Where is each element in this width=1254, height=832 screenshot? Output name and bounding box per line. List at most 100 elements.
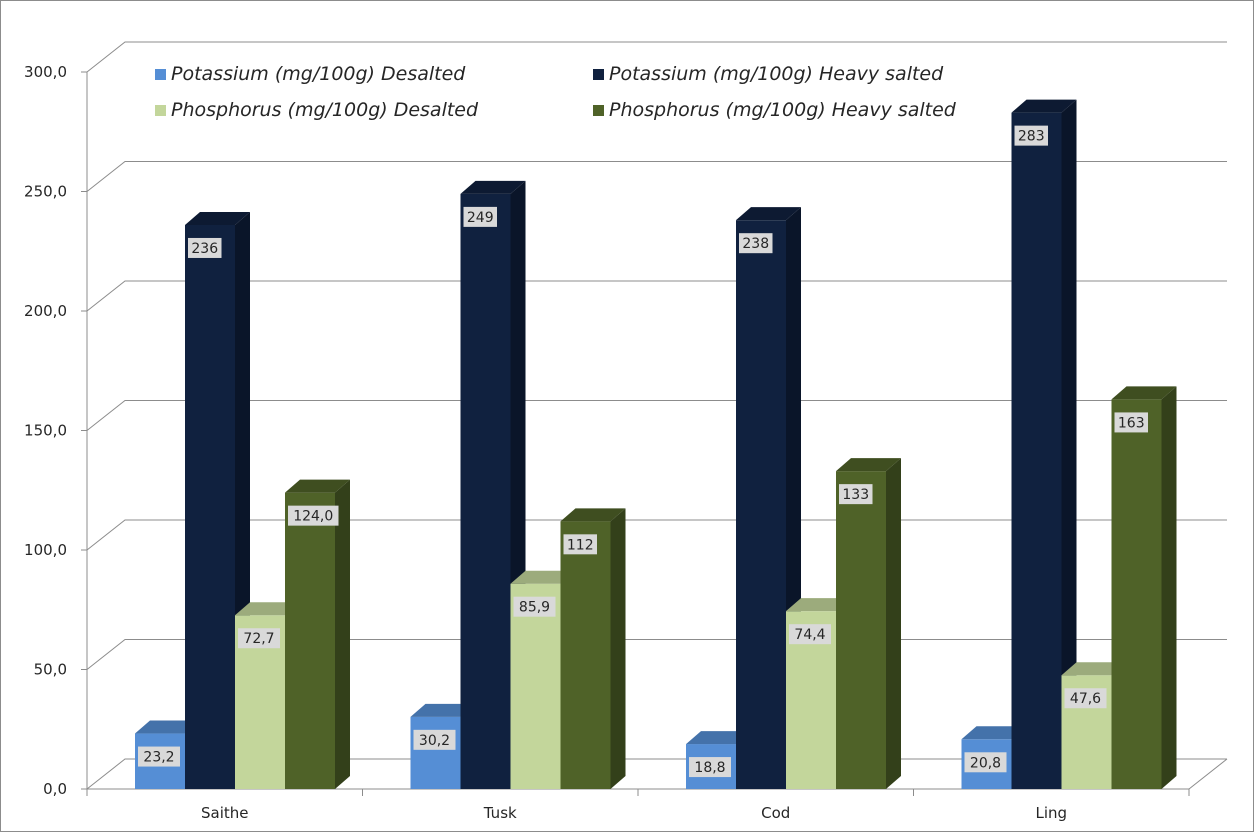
bar-top — [185, 211, 250, 225]
bar-front — [736, 220, 786, 789]
data-label: 72,7 — [243, 631, 274, 647]
bar-front — [1011, 112, 1062, 789]
bar-front — [460, 193, 511, 789]
bar-top — [510, 570, 576, 584]
y-tick-label: 200,0 — [24, 302, 67, 320]
bar-side — [1161, 386, 1177, 789]
bar-front — [510, 583, 561, 789]
legend-swatch — [593, 105, 604, 116]
bar: 124,0 — [285, 479, 350, 789]
data-label-box — [1114, 412, 1148, 433]
bar-top — [686, 731, 751, 745]
bar-front — [836, 471, 886, 789]
bar-top — [1111, 386, 1177, 400]
data-label: 20,8 — [970, 755, 1001, 771]
legend-label: Phosphorus (mg/100g) Heavy salted — [609, 99, 957, 121]
bar-top — [235, 602, 300, 616]
data-label-box — [839, 484, 873, 505]
bar: 112 — [560, 508, 626, 789]
legend-layer: Potassium (mg/100g) Desalted Potassium (m… — [155, 63, 957, 121]
bar: 74,4 — [786, 598, 851, 789]
x-category-label: Cod — [761, 804, 790, 822]
data-label: 238 — [742, 236, 769, 252]
legend-label: Phosphorus (mg/100g) Desalted — [171, 99, 479, 121]
legend-swatch — [593, 69, 604, 80]
data-label: 18,8 — [694, 760, 725, 776]
data-label-box — [513, 596, 556, 617]
bar-front — [285, 492, 335, 789]
data-label: 85,9 — [519, 600, 550, 616]
data-label: 47,6 — [1070, 691, 1101, 707]
data-label: 163 — [1118, 415, 1145, 431]
grid-layer — [86, 41, 1227, 790]
bar: 133 — [836, 458, 901, 789]
legend-item: Phosphorus (mg/100g) Desalted — [155, 99, 479, 121]
data-label: 249 — [467, 210, 494, 226]
data-label: 124,0 — [293, 509, 333, 525]
legend-item: Phosphorus (mg/100g) Heavy salted — [593, 99, 957, 121]
floor-edge — [1188, 758, 1228, 790]
bar-top — [1061, 662, 1127, 676]
data-label: 112 — [567, 537, 594, 553]
bar-front — [410, 716, 461, 789]
bar-layer: 23,2 236 72,7 124,0 30,2 249 85,9 112 18,8 238 74,… — [135, 99, 1177, 789]
x-category-label: Ling — [1035, 804, 1067, 822]
bar-side — [610, 508, 626, 789]
data-label: 133 — [842, 487, 869, 503]
y-tick-label: 100,0 — [24, 541, 67, 559]
legend-item: Potassium (mg/100g) Heavy salted — [593, 63, 944, 85]
y-tick-label: 300,0 — [24, 63, 67, 81]
bar-top — [560, 508, 626, 522]
bar-top — [836, 458, 901, 472]
data-label-box — [238, 628, 280, 649]
data-label: 23,2 — [143, 750, 174, 766]
bar-front — [560, 521, 611, 789]
bar: 283 — [1011, 99, 1077, 789]
data-label: 30,2 — [419, 733, 450, 749]
data-label-box — [789, 624, 831, 645]
gridline — [86, 400, 1227, 431]
data-label-box — [188, 237, 222, 258]
data-label-box — [138, 746, 180, 767]
data-label-box — [1014, 125, 1048, 146]
y-tick-label: 250,0 — [24, 183, 67, 201]
y-tick-label: 150,0 — [24, 422, 67, 440]
legend-label: Potassium (mg/100g) Desalted — [171, 63, 466, 85]
x-category-label: Tusk — [483, 804, 517, 822]
bar-top — [410, 703, 476, 717]
bar-top — [1011, 99, 1077, 113]
bar-top — [460, 180, 526, 194]
data-label: 283 — [1018, 129, 1045, 145]
gridline — [86, 280, 1227, 312]
x-category-label: Saithe — [201, 804, 249, 822]
bar-top — [285, 479, 350, 493]
gridline — [86, 161, 1227, 192]
data-label: 74,4 — [794, 627, 825, 643]
data-label-box — [739, 233, 773, 254]
data-label-box — [563, 534, 597, 555]
axis-layer: 0,0 50,0 100,0 150,0 200,0 250,0 300,0 Saithe Tu… — [24, 63, 1228, 822]
bar-top — [786, 598, 851, 612]
legend-swatch — [155, 105, 166, 116]
y-tick-label: 0,0 — [43, 780, 67, 798]
bar-top — [135, 720, 200, 734]
data-label-box — [689, 757, 731, 778]
bar-front — [1111, 399, 1162, 789]
data-label-box — [463, 206, 497, 227]
data-label-box — [964, 752, 1007, 773]
bar-side — [1061, 99, 1077, 789]
data-label: 236 — [191, 241, 218, 257]
gridline — [86, 41, 1227, 73]
data-label-box — [288, 505, 339, 526]
data-label-box — [1064, 688, 1107, 709]
bar-top — [736, 207, 801, 221]
bar-front — [185, 224, 235, 789]
bar: 163 — [1111, 386, 1177, 789]
bar-top — [961, 726, 1027, 740]
legend-label: Potassium (mg/100g) Heavy salted — [609, 63, 944, 85]
bar-side — [886, 458, 901, 789]
legend-item: Potassium (mg/100g) Desalted — [155, 63, 466, 85]
legend-swatch — [155, 69, 166, 80]
